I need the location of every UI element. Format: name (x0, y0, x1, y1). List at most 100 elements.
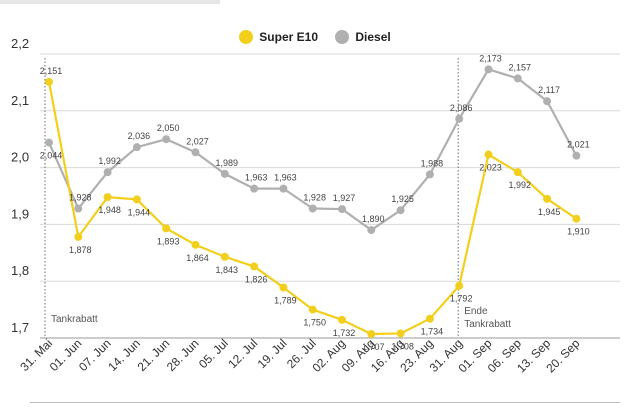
annotation-label: Tankrabatt (464, 319, 511, 330)
data-label: 1,792 (450, 294, 473, 304)
data-point-diesel (308, 204, 317, 213)
data-label: 1,734 (421, 327, 444, 337)
data-label: 2,023 (479, 163, 502, 173)
legend-item-diesel: Diesel (335, 30, 391, 44)
data-point-diesel (484, 65, 493, 74)
data-point-super-e10 (132, 195, 141, 204)
data-point-diesel (74, 204, 83, 213)
data-label: 2,086 (450, 103, 473, 113)
data-point-super-e10 (425, 314, 434, 323)
data-point-super-e10 (572, 214, 581, 223)
data-label: 2,027 (186, 136, 209, 146)
data-label: 1,893 (157, 236, 180, 246)
x-tick-label: 05. Jul (196, 336, 231, 371)
x-tick-label: 21. Jun (135, 336, 173, 374)
data-label: 2,021 (567, 140, 590, 150)
data-point-super-e10 (455, 281, 464, 290)
data-point-super-e10 (338, 315, 346, 324)
data-point-super-e10 (279, 283, 288, 292)
data-label: 1,945 (538, 207, 561, 217)
data-label: 1,707 (362, 342, 385, 352)
data-point-diesel (162, 135, 171, 144)
data-point-diesel (338, 205, 346, 214)
x-tick-label: 07. Jun (76, 336, 114, 374)
data-point-super-e10 (484, 150, 493, 159)
data-label: 1,890 (362, 214, 385, 224)
x-tick-label: 19. Jul (255, 336, 290, 371)
data-point-super-e10 (367, 330, 376, 339)
data-label: 1,708 (391, 341, 414, 351)
x-tick-label: 20. Sep (543, 336, 582, 375)
data-point-diesel (513, 74, 522, 83)
data-label: 1,963 (274, 173, 297, 183)
data-label: 1,992 (509, 180, 532, 190)
data-label: 1,927 (333, 193, 356, 203)
annotation-label: Tankrabatt (51, 314, 98, 325)
annotation-label: Ende (464, 306, 488, 317)
data-point-diesel (396, 206, 405, 215)
data-label: 2,036 (128, 131, 151, 141)
data-point-super-e10 (220, 252, 229, 261)
data-point-super-e10 (45, 77, 53, 86)
x-tick-label: 31. Mai (17, 336, 55, 374)
data-point-diesel (572, 151, 581, 160)
cropped-title-remnant (0, 0, 220, 4)
y-tick-label: 1,7 (11, 320, 29, 335)
y-tick-label: 1,9 (11, 206, 29, 221)
legend: Super E10 Diesel (0, 30, 630, 47)
y-tick-label: 2,2 (11, 36, 29, 51)
data-label: 1,910 (567, 227, 590, 237)
data-point-diesel (191, 148, 200, 157)
y-tick-label: 2,1 (11, 93, 29, 108)
data-label: 1,944 (128, 207, 151, 217)
legend-item-super-e10: Super E10 (239, 30, 318, 44)
x-tick-label: 28. Jun (164, 336, 202, 374)
data-point-diesel (220, 169, 229, 178)
data-label: 1,928 (69, 192, 92, 202)
data-point-diesel (279, 184, 288, 193)
legend-swatch-super-e10 (239, 30, 254, 44)
data-label: 1,963 (245, 173, 268, 183)
data-point-diesel (367, 226, 376, 235)
data-label: 1,732 (333, 328, 356, 338)
y-tick-label: 2,0 (11, 150, 29, 165)
x-tick-label: 14. Jun (105, 336, 143, 374)
data-point-diesel (543, 97, 552, 106)
data-point-super-e10 (396, 329, 405, 338)
data-label: 1,989 (216, 158, 239, 168)
data-label: 1,864 (186, 253, 209, 263)
data-label: 2,044 (40, 151, 63, 161)
data-label: 1,988 (421, 158, 444, 168)
data-label: 2,117 (538, 85, 560, 95)
x-tick-label: 12. Jul (225, 336, 260, 371)
data-point-diesel (45, 138, 53, 147)
data-point-super-e10 (513, 168, 522, 177)
data-label: 1,928 (303, 192, 326, 202)
data-label: 2,151 (40, 66, 63, 76)
data-point-diesel (103, 168, 112, 177)
bottom-divider (30, 402, 620, 403)
data-point-diesel (455, 114, 464, 123)
data-point-diesel (132, 143, 141, 152)
legend-swatch-diesel (335, 30, 350, 44)
data-label: 1,843 (216, 265, 239, 275)
data-label: 2,050 (157, 123, 180, 133)
data-label: 2,173 (479, 53, 502, 63)
data-point-super-e10 (543, 194, 552, 203)
data-label: 1,992 (98, 156, 121, 166)
data-point-super-e10 (103, 193, 112, 202)
x-tick-label: 01. Jun (47, 336, 85, 374)
y-tick-label: 1,8 (11, 263, 29, 278)
legend-label-diesel: Diesel (355, 30, 391, 44)
data-label: 2,157 (509, 62, 532, 72)
data-label: 1,826 (245, 274, 268, 284)
data-point-super-e10 (308, 305, 317, 314)
data-point-diesel (250, 184, 259, 193)
data-label: 1,750 (303, 318, 326, 328)
data-point-super-e10 (162, 224, 171, 233)
data-point-diesel (425, 170, 434, 179)
data-label: 1,925 (391, 194, 414, 204)
data-label: 1,878 (69, 245, 92, 255)
data-label: 1,789 (274, 295, 297, 305)
